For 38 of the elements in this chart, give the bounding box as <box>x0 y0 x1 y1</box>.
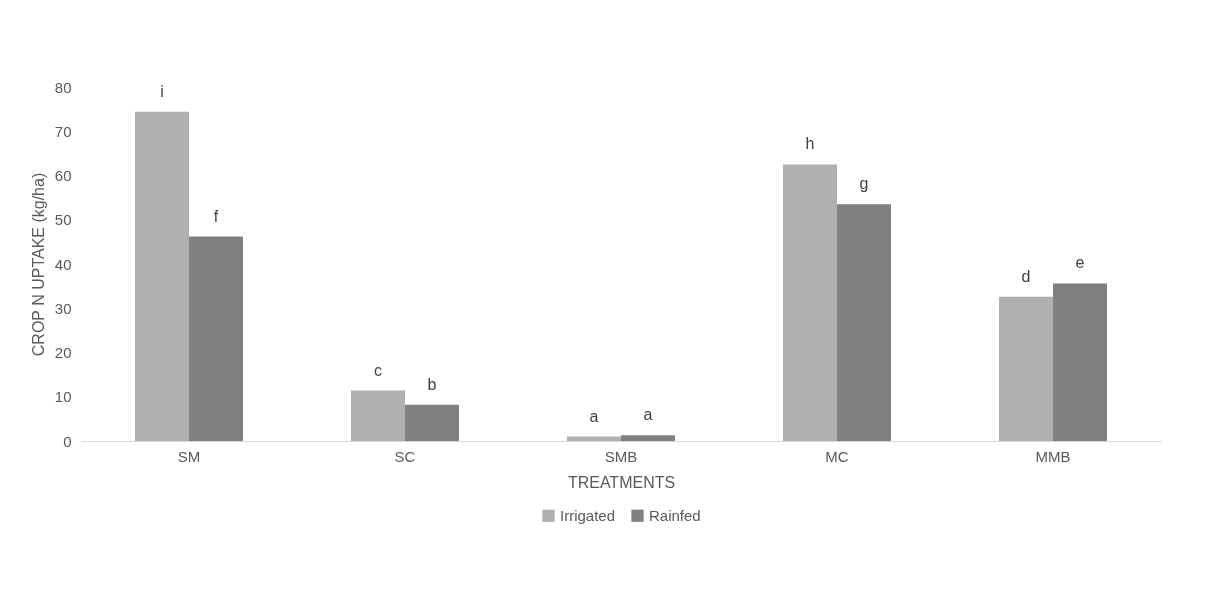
x-tick-label: MMB <box>1035 447 1071 465</box>
annotation: a <box>589 407 599 425</box>
annotation: a <box>643 406 653 424</box>
bar <box>135 111 189 441</box>
x-tick-label: SMB <box>604 447 638 465</box>
legend-label: Irrigated <box>560 506 616 524</box>
y-tick-label: 60 <box>54 167 72 184</box>
bar <box>567 436 621 441</box>
x-tick-label: SC <box>394 447 416 465</box>
x-tick-label: MC <box>825 447 849 465</box>
bar <box>1053 283 1107 441</box>
bar <box>783 164 837 441</box>
bar <box>189 236 243 441</box>
bar <box>999 296 1053 441</box>
bar <box>837 204 891 441</box>
annotation: i <box>160 82 164 100</box>
annotation: c <box>374 361 382 379</box>
annotation: f <box>213 207 219 225</box>
bar <box>621 435 675 441</box>
annotation: h <box>805 135 815 153</box>
y-tick-label: 10 <box>54 388 72 406</box>
y-tick-label: 80 <box>54 78 72 96</box>
legend-label: Rainfed <box>649 506 701 524</box>
y-tick-label: 0 <box>63 432 72 450</box>
x-tick-label: SM <box>177 447 201 465</box>
y-tick-label: 50 <box>54 211 72 229</box>
y-tick-label: 20 <box>54 344 72 361</box>
bar <box>351 390 405 441</box>
y-tick-label: 30 <box>54 299 72 317</box>
annotation: b <box>427 375 437 393</box>
y-tick-label: 70 <box>54 122 72 140</box>
annotation: e <box>1075 254 1085 272</box>
annotation: d <box>1021 267 1031 285</box>
annotation: g <box>859 175 869 193</box>
y-tick-label: 40 <box>54 255 72 273</box>
y-axis-title: CROP N UPTAKE (kg/ha) <box>29 172 47 357</box>
x-axis-title: TREATMENTS <box>567 473 676 491</box>
bar <box>405 404 459 441</box>
